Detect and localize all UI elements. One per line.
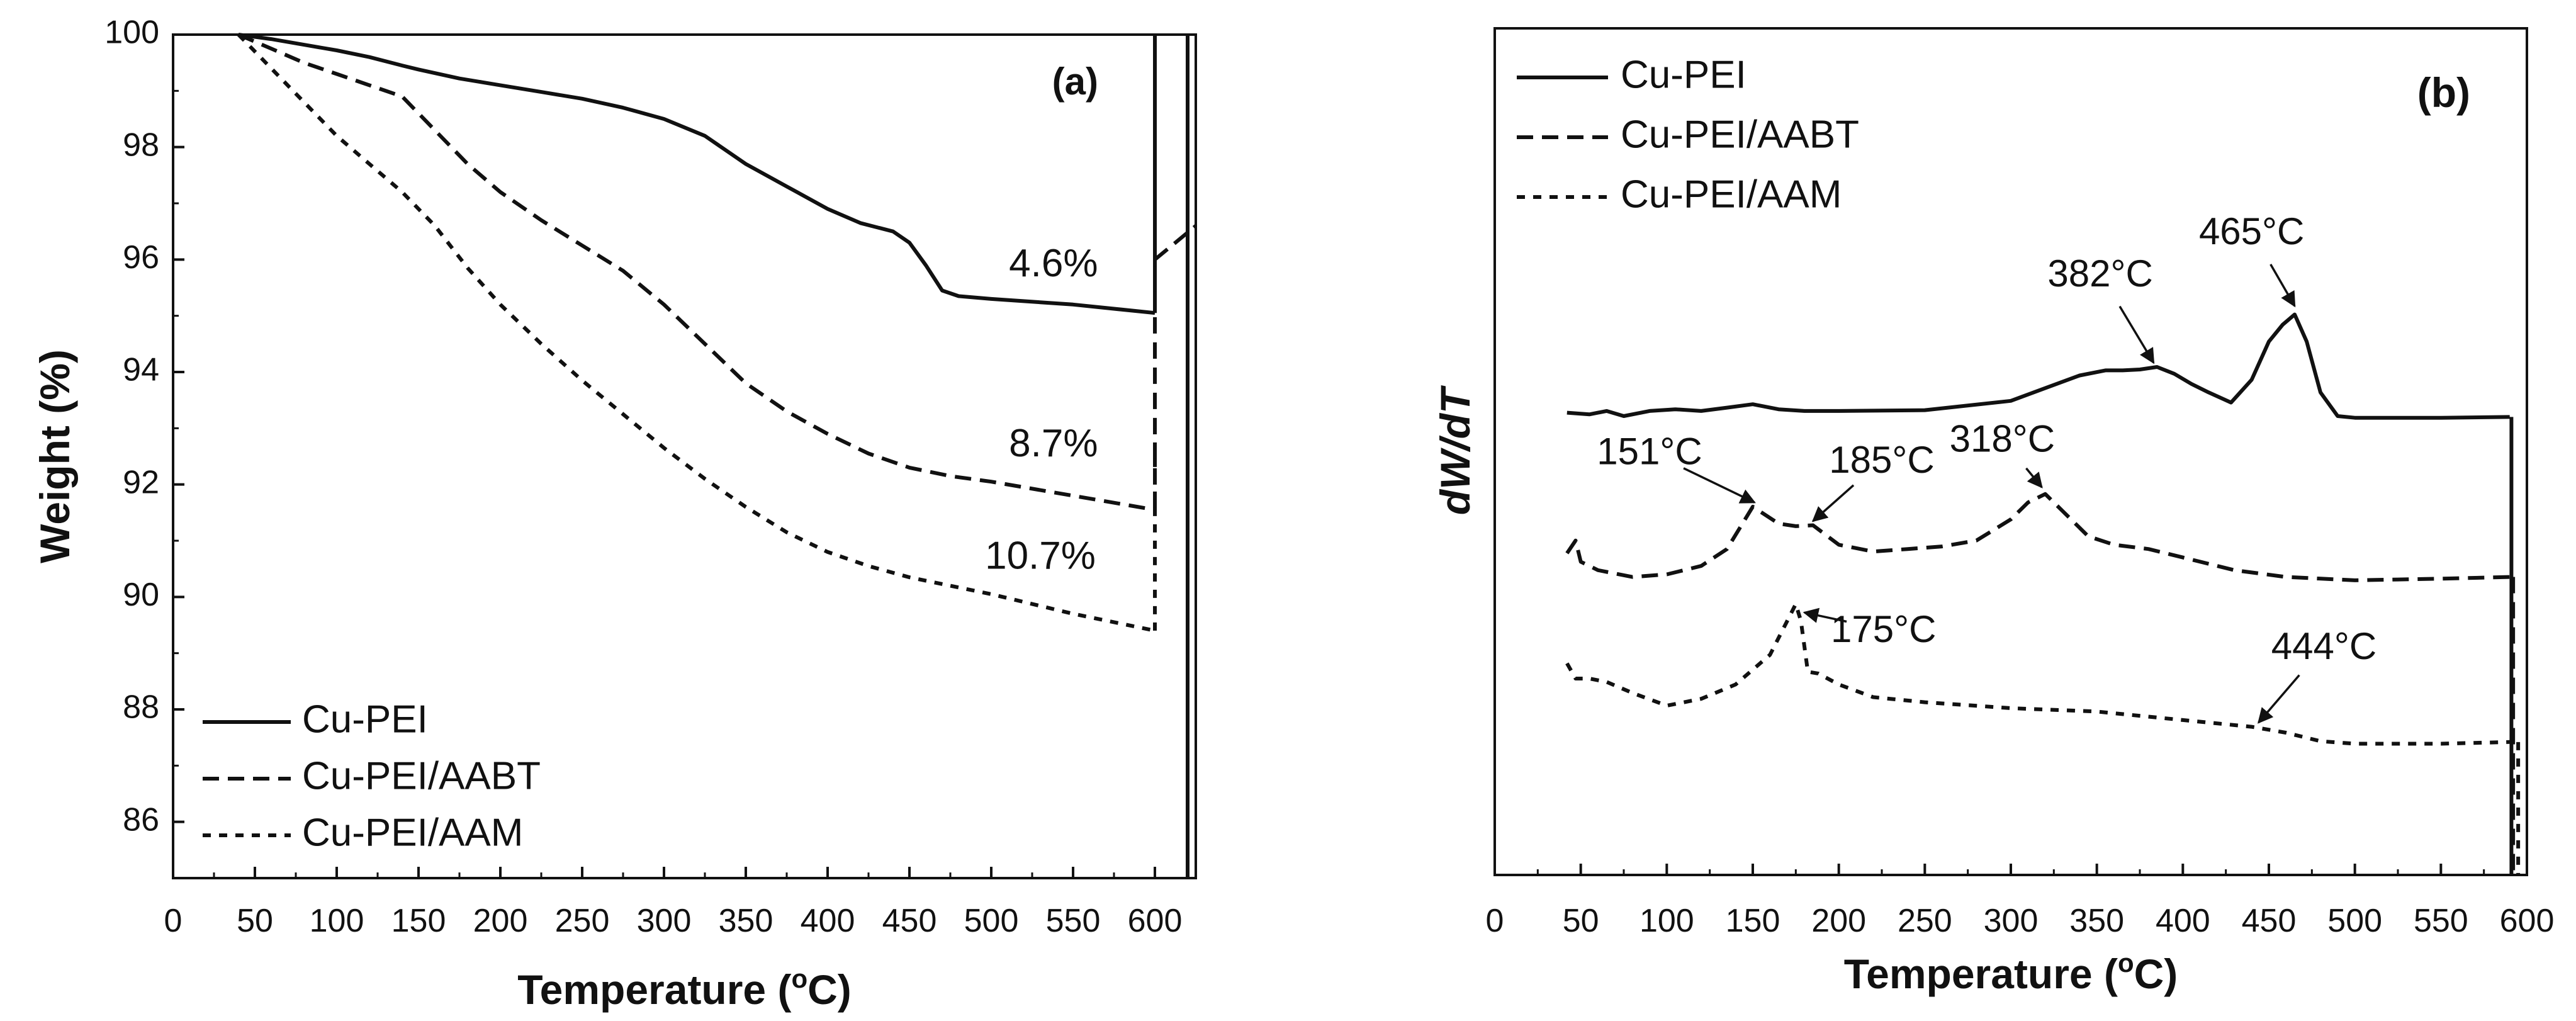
x-tick-label: 600 — [2500, 903, 2555, 939]
peak-arrow — [1803, 607, 1847, 623]
x-axis-title-xlabel-sup: o — [791, 964, 807, 993]
peak-temperature-label: 185°C — [1829, 439, 1934, 481]
x-tick-label: 350 — [2069, 903, 2124, 939]
y-tick-label: 86 — [123, 801, 159, 838]
peak-arrow — [1811, 484, 1855, 522]
peak-temperature-label: 175°C — [1831, 608, 1936, 650]
x-tick-label: 50 — [237, 903, 273, 939]
peak-arrow — [1683, 467, 1756, 504]
weight-loss-label: 10.7% — [985, 534, 1096, 578]
x-axis-title-xlabel-main: Temperature ( — [1844, 950, 2118, 997]
peak-arrow — [2258, 674, 2300, 724]
x-tick-label: 600 — [1128, 903, 1183, 939]
panel-b-derivative-chart: 0 50 100 150 200 250 300 350 400 450 500 550 600 Temp… — [1432, 27, 2555, 997]
x-tick-label: 100 — [1640, 903, 1694, 939]
x-tick-label: 350 — [719, 903, 773, 939]
y-axis-title: dW/dT — [1432, 385, 1478, 515]
legend-label-cu-pei-aam: Cu-PEI/AAM — [302, 811, 523, 854]
weight-loss-label: 8.7% — [1009, 422, 1098, 465]
x-axis-title: Temperature (oC) — [517, 964, 852, 1013]
x-tick-label: 200 — [473, 903, 528, 939]
x-tick-label: 250 — [555, 903, 610, 939]
series-cu-pei-aam-line — [1565, 602, 2510, 746]
peak-temperature-label: 382°C — [2047, 252, 2152, 295]
x-axis-title-xlabel-sup: o — [2118, 948, 2134, 978]
plot-frame — [172, 33, 1197, 879]
x-axis-title: Temperature (oC) — [1844, 948, 2178, 997]
x-tick-label: 0 — [164, 903, 183, 939]
peak-temperature-label: 318°C — [1950, 418, 2055, 460]
peak-arrow — [2025, 467, 2043, 488]
x-axis-title-xlabel-main: Temperature ( — [517, 966, 791, 1013]
x-tick-label: 300 — [1984, 903, 2039, 939]
series-cu-pei-aabt-line — [1565, 492, 2510, 582]
x-tick-label: 150 — [391, 903, 446, 939]
series-cu-pei-line — [1566, 312, 2510, 420]
peak-arrow — [2269, 264, 2296, 308]
x-tick-label: 400 — [801, 903, 855, 939]
panel-label: (b) — [2417, 69, 2470, 116]
x-tick-label: 200 — [1811, 903, 1866, 939]
y-tick-label: 96 — [123, 239, 159, 276]
peak-temperature-label: 444°C — [2271, 625, 2376, 667]
weight-loss-label: 4.6% — [1009, 242, 1098, 285]
x-axis-title-xlabel-end: C) — [2134, 950, 2178, 997]
x-tick-label: 150 — [1726, 903, 1780, 939]
series-cu-pei-aam-line — [237, 33, 1156, 633]
x-tick-label: 450 — [882, 903, 937, 939]
x-tick-label: 500 — [964, 903, 1019, 939]
legend-label-cu-pei: Cu-PEI — [1621, 53, 1746, 96]
y-tick-label: 100 — [104, 14, 159, 51]
x-tick-label: 550 — [2414, 903, 2468, 939]
panel-label: (a) — [1052, 60, 1098, 103]
series-cu-pei-line — [238, 33, 1156, 315]
legend-label-cu-pei-aabt: Cu-PEI/AABT — [1621, 113, 1859, 156]
series-cu-pei-aabt-line — [237, 33, 1156, 512]
y-tick-label: 88 — [123, 689, 159, 726]
x-tick-label: 500 — [2327, 903, 2382, 939]
legend-label-cu-pei-aabt: Cu-PEI/AABT — [302, 754, 541, 798]
cu-pei-aabt-tail-line — [1154, 224, 1197, 261]
x-tick-label: 300 — [637, 903, 692, 939]
y-tick-label: 94 — [123, 352, 159, 388]
x-tick-label: 550 — [1046, 903, 1101, 939]
peak-arrow — [2118, 305, 2155, 364]
x-tick-label: 400 — [2156, 903, 2210, 939]
x-tick-label: 250 — [1898, 903, 1952, 939]
y-axis-title: Weight (%) — [31, 349, 78, 563]
x-tick-label: 450 — [2242, 903, 2297, 939]
panel-a-weight-loss-chart: 0 50 100 150 200 250 300 350 400 450 500 550 600 86 88… — [31, 14, 1197, 1013]
x-tick-label: 100 — [310, 903, 364, 939]
legend-label-cu-pei: Cu-PEI — [302, 697, 428, 741]
y-tick-label: 90 — [123, 577, 159, 613]
y-tick-label: 98 — [123, 127, 159, 163]
x-tick-label: 0 — [1486, 903, 1504, 939]
x-tick-label: 50 — [1563, 903, 1599, 939]
legend-label-cu-pei-aam: Cu-PEI/AAM — [1621, 172, 1842, 216]
y-tick-label: 92 — [123, 464, 159, 500]
peak-temperature-label: 465°C — [2199, 210, 2304, 252]
x-axis-title-xlabel-end: C) — [807, 966, 852, 1013]
peak-temperature-label: 151°C — [1597, 431, 1702, 473]
